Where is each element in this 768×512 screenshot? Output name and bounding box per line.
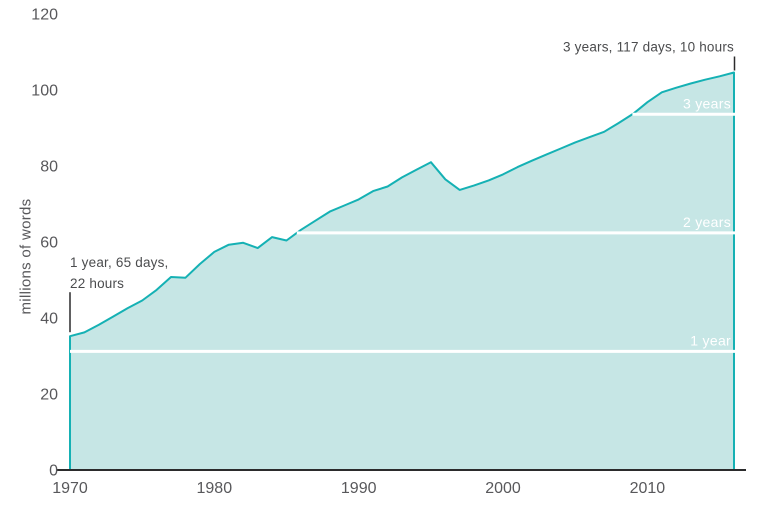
reference-label-3-years: 3 years (683, 95, 731, 111)
y-tick-label-40: 40 (40, 311, 58, 328)
annotation-text: 22 hours (70, 276, 124, 291)
annotation-start: 1 year, 65 days, 22 hours (69, 255, 169, 333)
reference-label-1-year: 1 year (690, 332, 731, 348)
y-tick-label-20: 20 (40, 387, 58, 404)
annotation-text: 3 years, 117 days, 10 hours (563, 40, 734, 55)
y-tick-label-80: 80 (40, 159, 58, 176)
x-tick-label-1980: 1980 (197, 480, 233, 497)
area-fill (70, 72, 734, 470)
annotation-text: 1 year, 65 days, (70, 255, 169, 270)
y-tick-label-100: 100 (31, 83, 58, 100)
x-tick-label-1970: 1970 (52, 480, 88, 497)
y-tick-label-120: 120 (31, 7, 58, 24)
x-tick-label-2010: 2010 (630, 480, 666, 497)
x-tick-label-2000: 2000 (485, 480, 521, 497)
y-axis-title: millions of words (17, 198, 35, 315)
y-tick-label-0: 0 (49, 463, 58, 480)
y-tick-label-60: 60 (40, 235, 58, 252)
x-tick-label-1990: 1990 (341, 480, 377, 497)
reference-label-2-years: 2 years (683, 214, 731, 230)
annotation-end: 3 years, 117 days, 10 hours (563, 40, 736, 71)
